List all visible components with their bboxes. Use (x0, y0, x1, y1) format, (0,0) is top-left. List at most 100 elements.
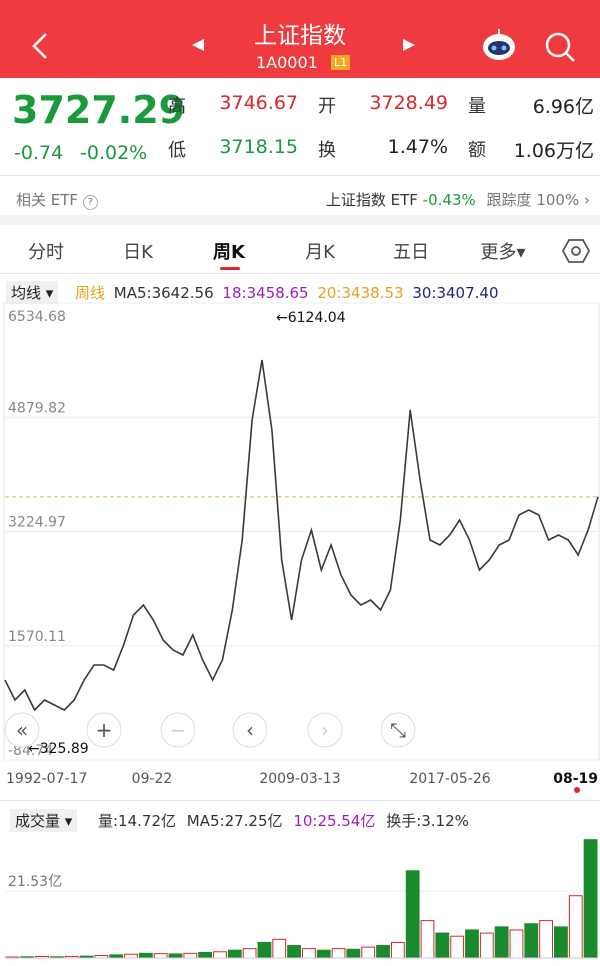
annotation: ←6124.04 (276, 310, 346, 326)
price-chart: 6534.684879.823224.971570.11-84.74←6124.… (3, 302, 600, 793)
volume-bar (494, 926, 509, 959)
etf-change: -0.43% (422, 191, 476, 209)
etf-label: 相关 ETF ? (16, 189, 98, 210)
control-button[interactable]: › (307, 712, 343, 748)
level-badge: L1 (331, 55, 351, 70)
vol-ma5: MA5:27.25亿 (186, 812, 283, 830)
etf-info[interactable]: 上证指数 ETF -0.43% 跟踪度 100% › (326, 189, 590, 210)
button-circle (307, 712, 343, 748)
next-icon[interactable] (403, 39, 415, 51)
volume-bar (479, 932, 494, 959)
volume-bar (198, 951, 213, 959)
price: 3727.29 (12, 88, 186, 132)
volume-bar (539, 920, 554, 959)
volume-bar (272, 938, 287, 959)
control-button[interactable]: « (4, 712, 40, 748)
divider (0, 175, 600, 176)
current-dot (574, 787, 580, 793)
volume-bar (568, 895, 583, 959)
etf-label-text: 相关 ETF (16, 191, 79, 209)
volume-bar (331, 948, 346, 959)
button-icon: « (16, 718, 28, 742)
ma-legend: 周线 MA5:3642.56 18:3458.65 20:3438.53 30:… (75, 282, 499, 303)
tab[interactable]: 月K (305, 242, 335, 263)
y-tick-label: 4879.82 (8, 400, 66, 416)
button-circle (86, 712, 122, 748)
info-icon[interactable]: ? (82, 195, 98, 210)
code: 1A0001 (256, 53, 318, 72)
volume-bar (346, 948, 361, 959)
x-tick-label: 2017-05-26 (409, 771, 490, 787)
volume-bar (554, 926, 568, 959)
x-tick-label: 2009-03-13 (259, 771, 340, 787)
button-icon: ‹ (246, 718, 254, 742)
tab[interactable]: 五日 (393, 242, 429, 263)
period: 周线 (75, 284, 106, 302)
x-tick-label: 1992-07-17 (6, 771, 87, 787)
field-label: 量 (468, 96, 486, 117)
volume-bar (361, 946, 376, 959)
volume-selector[interactable]: 成交量 ▾ (10, 809, 78, 832)
volume-bar (435, 932, 450, 959)
y-tick-label: 21.53亿 (8, 874, 62, 890)
control-button[interactable]: ⤡ (380, 712, 416, 748)
tab[interactable]: 日K (123, 242, 153, 263)
control-button[interactable]: − (160, 712, 196, 748)
button-icon: − (170, 718, 187, 742)
ma-selector-text: 均线 (11, 284, 42, 302)
tab[interactable]: 分时 (28, 242, 64, 263)
ma5: MA5:3642.56 (113, 284, 214, 302)
y-tick-label: 1570.11 (8, 629, 66, 645)
volume: 量:14.72亿 (98, 812, 176, 830)
volume-bar (405, 870, 420, 959)
field-label: 额 (468, 140, 486, 161)
ma20: 20:3438.53 (317, 284, 404, 302)
change-pct: -0.02% (80, 142, 148, 164)
divider (0, 273, 600, 274)
x-tick-label: 09-22 (132, 771, 173, 787)
button-icon: ⤡ (390, 718, 406, 742)
robot-icon[interactable] (483, 29, 515, 60)
field-value: 3718.15 (219, 136, 298, 158)
ma-selector[interactable]: 均线 ▾ (6, 281, 59, 304)
volume-bar (316, 949, 331, 959)
y-tick-label: 3224.97 (8, 515, 66, 531)
volume-bar (465, 929, 479, 959)
search-icon[interactable] (545, 32, 575, 62)
turnover: 换手:3.12% (386, 812, 469, 830)
volume-bar (242, 948, 257, 959)
field-value: 1.47% (387, 136, 448, 158)
back-icon[interactable] (32, 33, 47, 59)
button-icon: + (96, 718, 113, 742)
x-tick-label: 08-19 (553, 771, 598, 787)
volume-bar (583, 839, 598, 959)
volume-bar (390, 941, 405, 959)
settings-icon[interactable] (562, 238, 590, 264)
button-circle (160, 712, 196, 748)
volume-bar (213, 951, 227, 959)
volume-bar (420, 920, 435, 959)
control-button[interactable]: + (86, 712, 122, 748)
volume-bar (183, 952, 198, 959)
header-icons (32, 29, 575, 62)
button-circle (232, 712, 268, 748)
volume-bar (450, 935, 465, 959)
chevron: › (584, 191, 590, 209)
field-value: 3746.67 (219, 92, 298, 114)
tracking-label: 跟踪度 (486, 191, 532, 209)
vol-ma10: 10:25.54亿 (293, 812, 376, 830)
title: 上证指数 (254, 23, 346, 49)
tab[interactable]: 更多▾ (480, 242, 526, 263)
tab[interactable]: 周K (213, 242, 245, 263)
volume-bar (227, 949, 242, 959)
volume-bar (302, 948, 316, 959)
prev-icon[interactable] (192, 39, 204, 51)
field-label: 低 (168, 140, 186, 161)
control-button[interactable]: ‹ (232, 712, 268, 748)
volume-bar (524, 923, 539, 959)
volume-bar (257, 941, 272, 959)
etf-name: 上证指数 ETF (325, 191, 418, 209)
volume-legend: 量:14.72亿 MA5:27.25亿 10:25.54亿 换手:3.12% (98, 810, 469, 831)
volume-chart: 21.53亿 (5, 839, 598, 959)
